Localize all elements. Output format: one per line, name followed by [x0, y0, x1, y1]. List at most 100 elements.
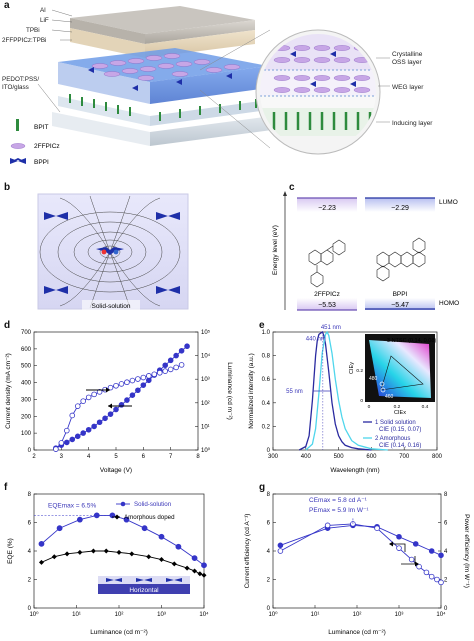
data-point [151, 371, 158, 378]
homo-label: HOMO [439, 300, 459, 307]
zoom-label: OSS layer [392, 59, 422, 66]
plot-frame [272, 331, 438, 451]
x-axis-label: Luminance (cd m⁻²) [328, 629, 386, 636]
cie-point [380, 387, 386, 393]
data-point [69, 412, 76, 419]
y2-axis-label: Luminance (cd m⁻²) [226, 362, 233, 420]
cie-point [379, 381, 385, 387]
y-tick-label: 300 [21, 397, 32, 403]
data-point [156, 369, 163, 376]
horizontal-label: Horizontal [129, 587, 159, 594]
energy-level-diagram: Energy level (eV) −2.23 −2.29 LUMO 2FFPI… [272, 191, 459, 311]
data-point [124, 379, 130, 386]
panel-label: b [4, 182, 11, 193]
y-axis-label: Current efficiency (cd A⁻¹) [244, 514, 251, 589]
y-tick-label: 0 [267, 448, 271, 454]
data-point [96, 389, 103, 395]
x-tick-label: 10⁰ [29, 611, 39, 618]
panel-label: a [4, 0, 10, 11]
y-axis-label: Normalized intensity (a.u.) [248, 353, 255, 429]
cie-marker-label: 480 [369, 376, 378, 382]
data-point [146, 554, 152, 560]
solid-solution-diagram: Solid-solution [37, 193, 189, 310]
series-line [280, 523, 442, 583]
data-point [116, 549, 122, 555]
data-point [118, 402, 125, 408]
series-line [41, 514, 205, 566]
chart-d: 2 3 4 5 6 7 8 0 100 200 300 400 500 600 700 10⁰ 10¹ 10² 10… [5, 329, 233, 474]
data-point [428, 548, 435, 554]
data-point [129, 551, 135, 557]
bpit-swatch [16, 119, 19, 131]
cie-marker-label: 460 [385, 394, 394, 400]
data-point [118, 381, 125, 387]
dipole-icon [96, 247, 124, 255]
y2-tick-label: 10² [201, 401, 210, 407]
data-point [423, 569, 430, 576]
zoom-circle: Crystalline OSS layer WEG layer Inducing… [255, 29, 433, 155]
y-tick-label: 0.2 [262, 424, 271, 430]
panel-label: e [259, 320, 265, 331]
y-tick-label: 0 [28, 448, 32, 454]
inset-tick-label: 0 [368, 404, 371, 410]
legend-marker [114, 514, 120, 520]
x-tick-label: 3 [60, 454, 64, 460]
data-point [277, 548, 284, 554]
legend-entry: 2 Amorphous [375, 436, 410, 442]
data-point [159, 557, 164, 563]
x-axis-label: Luminance (cd m⁻²) [90, 629, 148, 636]
x-tick-label: 10³ [157, 612, 166, 618]
data-point [184, 343, 190, 350]
data-point [74, 403, 81, 409]
y2-tick-label: 6 [444, 521, 448, 527]
series-line [280, 524, 442, 556]
bppi-molecule [106, 578, 122, 582]
data-point [80, 430, 86, 436]
data-point [103, 548, 109, 554]
y2-tick-label: 10⁵ [201, 329, 211, 336]
y-tick-label: 8 [28, 492, 32, 498]
inset-y-label: CIEy [349, 362, 355, 374]
bppi-molecule [136, 578, 152, 582]
layer-label: 2FFPPICz:TPBi [2, 37, 46, 44]
y-tick-label: 400 [21, 381, 32, 387]
data-point [201, 572, 207, 578]
molecule-name: BPPI [393, 291, 408, 298]
data-point [51, 554, 57, 560]
data-point [64, 551, 70, 557]
lumo-label: LUMO [439, 199, 458, 206]
x-axis-label: Wavelength (nm) [330, 467, 379, 474]
x-tick-label: 600 [366, 454, 377, 460]
arrow-head [108, 403, 112, 409]
2ffpicz-swatch [10, 143, 26, 149]
x-tick-label: 700 [399, 454, 410, 460]
y-tick-label: 100 [21, 431, 32, 437]
panel-d: d 2 3 4 5 6 7 8 0 100 200 300 400 500 600 700 10⁰ 10¹ 10²… [0, 320, 237, 480]
x-tick-label: 10¹ [72, 612, 81, 618]
y-tick-label: 2 [267, 578, 271, 584]
y-tick-label: 0.6 [262, 377, 271, 383]
data-point [434, 576, 440, 583]
inset-x-label: CIEx [394, 410, 406, 416]
data-point [146, 373, 152, 379]
data-point [135, 387, 141, 394]
y-tick-label: 2 [28, 578, 32, 584]
layer-label: LiF [40, 17, 49, 24]
panel-e: e 300 400 500 600 700 800 0 0.2 0.4 0.6 0.8 1.0 480 4… [237, 320, 474, 480]
panel-label: g [259, 482, 266, 493]
legend-entry: Solid-solution [134, 501, 172, 508]
data-point [192, 568, 198, 574]
data-point [91, 423, 97, 430]
y-tick-label: 6 [28, 521, 32, 527]
y-tick-label: 8 [267, 492, 271, 498]
legend-detail: CIE (0.14, 0.16) [379, 443, 421, 449]
homo-value: −5.47 [391, 302, 409, 309]
data-point [277, 542, 284, 549]
x-tick-label: 10¹ [311, 612, 320, 618]
y-tick-label: 700 [21, 330, 32, 336]
layer-label: TPBi [26, 27, 40, 34]
data-point [74, 433, 81, 440]
x-tick-label: 10⁴ [436, 611, 446, 618]
x-tick-label: 400 [301, 454, 312, 460]
